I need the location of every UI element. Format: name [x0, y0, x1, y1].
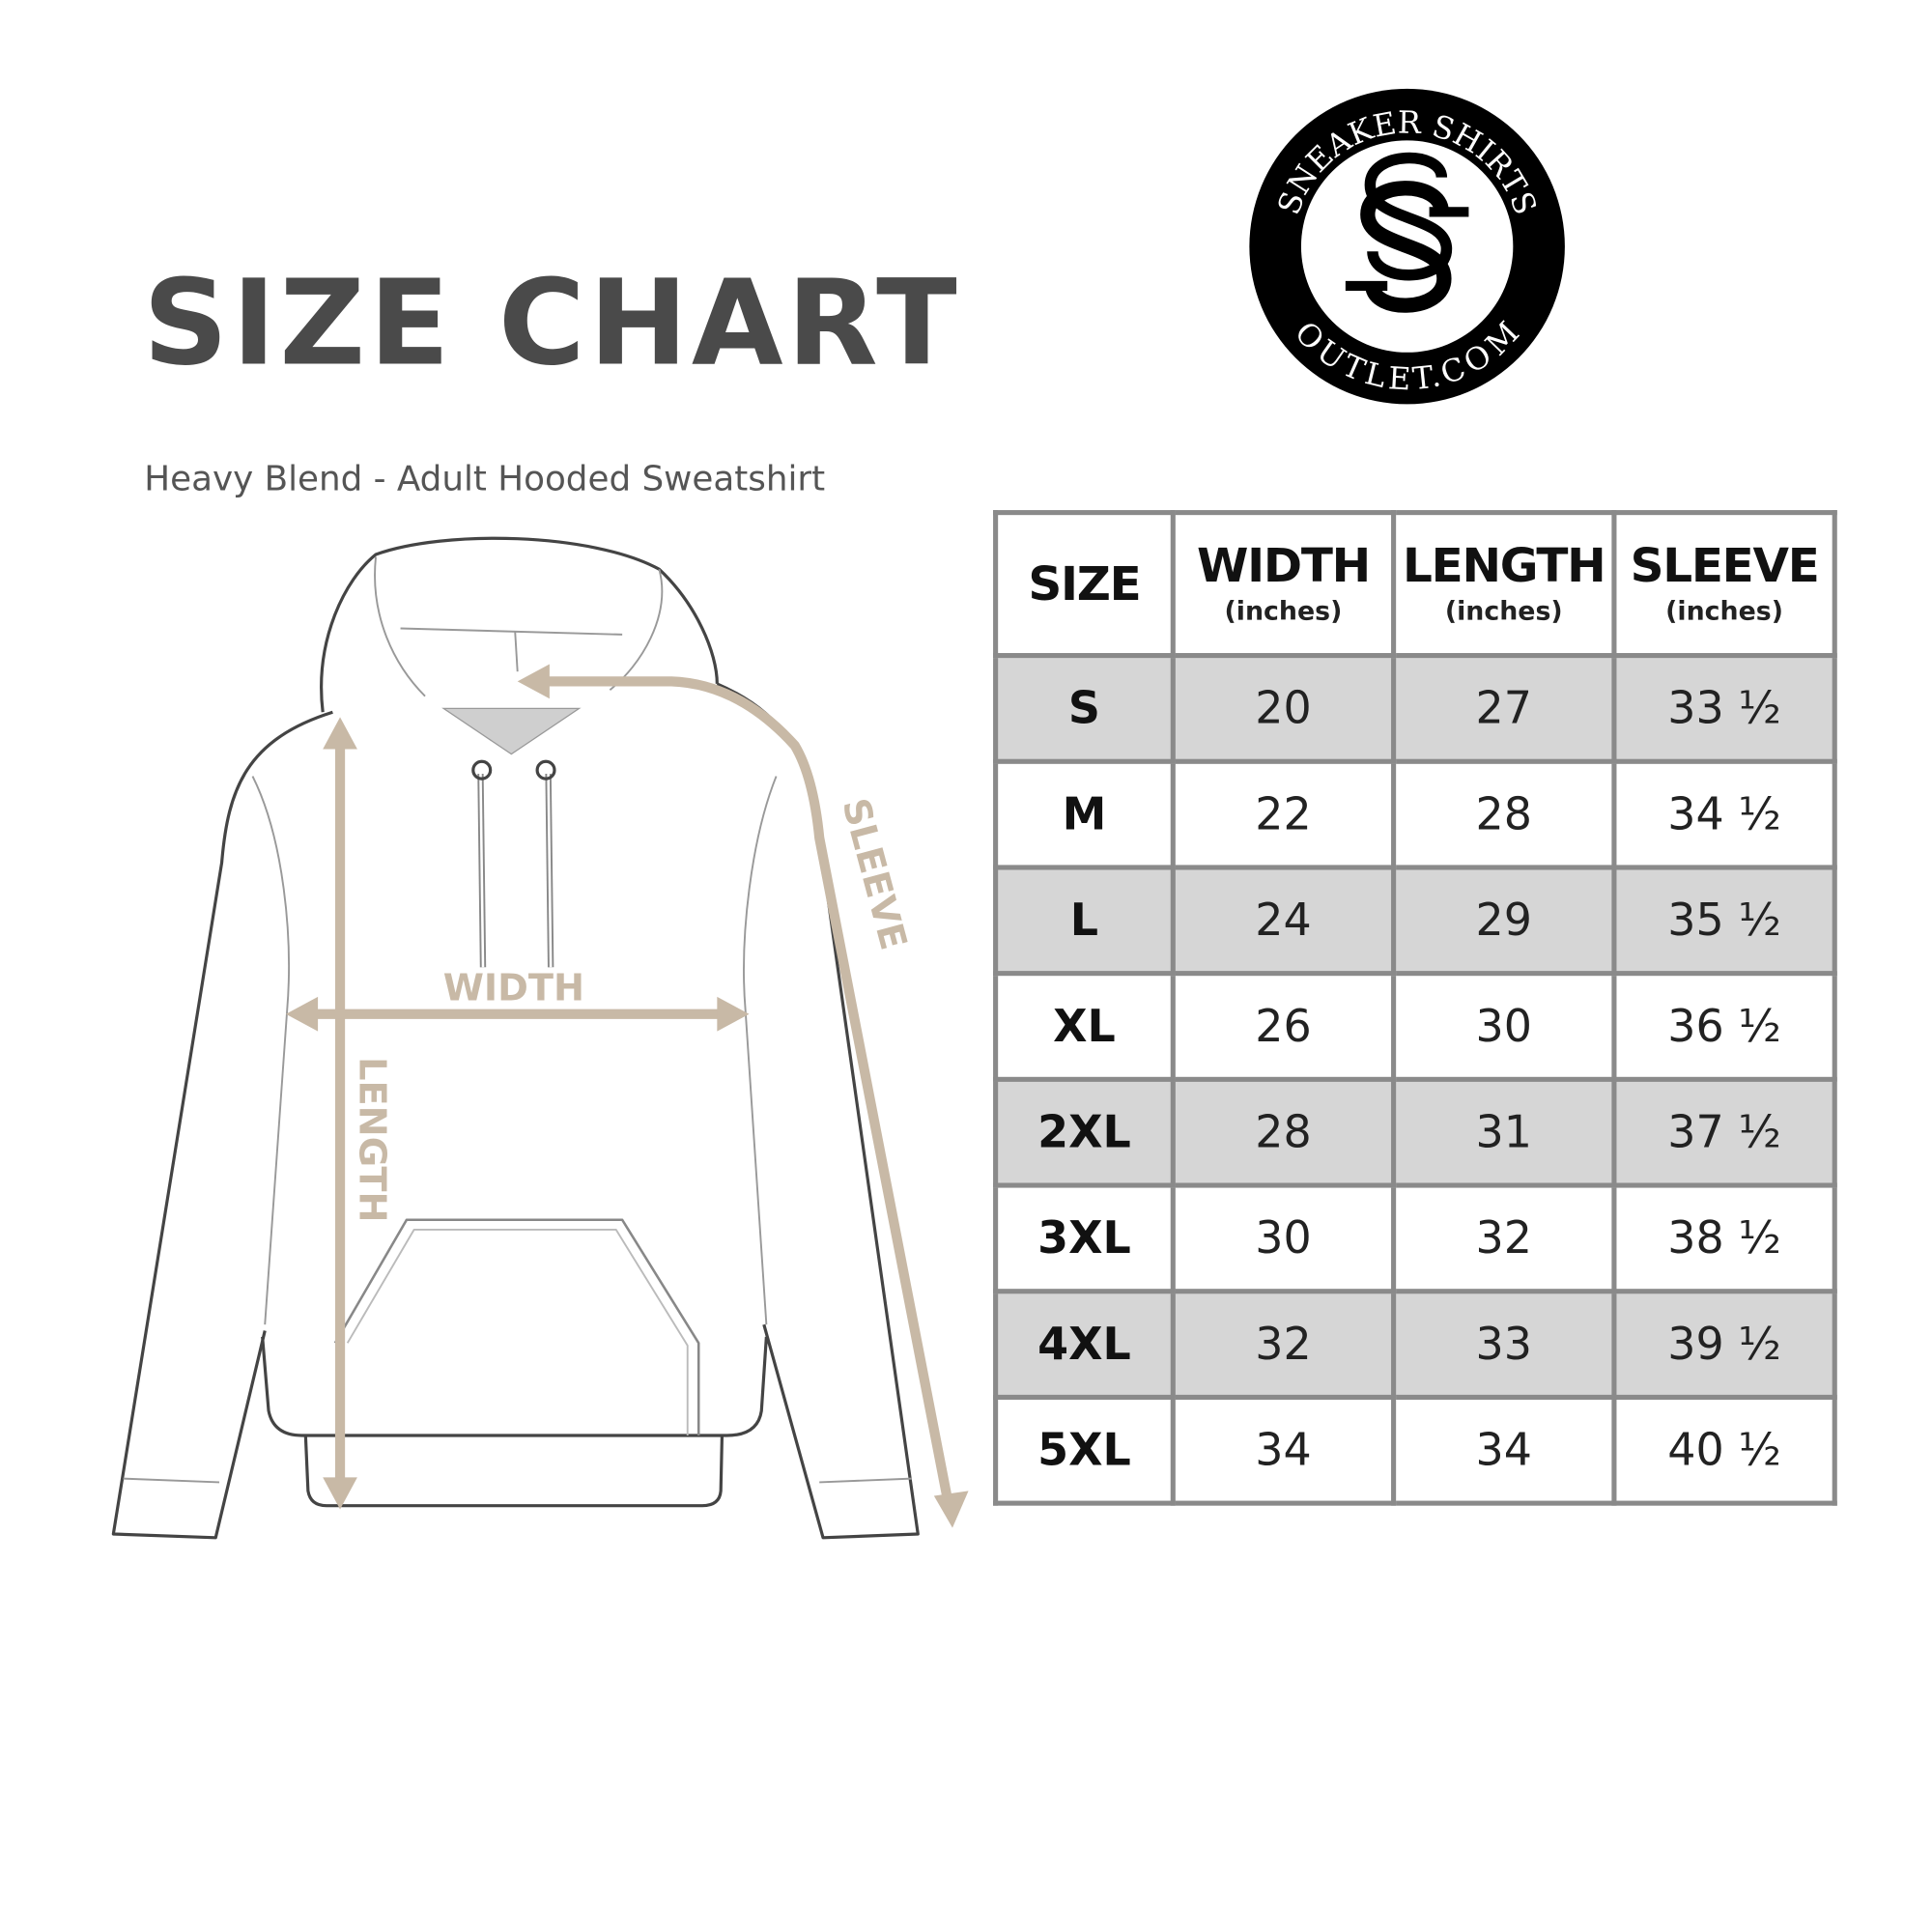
- pocket: [333, 1218, 700, 1435]
- left-sleeve-outline: [111, 710, 333, 1540]
- size-cell: 2XL: [993, 1076, 1176, 1188]
- column-header-width: WIDTH (inches): [1170, 510, 1397, 659]
- width-label: WIDTH: [443, 967, 584, 1010]
- length-cell: 29: [1391, 865, 1617, 977]
- sleeve-cell: 37 ½: [1611, 1076, 1837, 1188]
- width-cell: 32: [1170, 1289, 1397, 1400]
- length-cell: 30: [1391, 971, 1617, 1082]
- table-row: M 22 28 34 ½: [993, 758, 1837, 870]
- hood-outline: [320, 536, 719, 713]
- table-row: 4XL 32 33 39 ½: [993, 1289, 1837, 1400]
- table-row: 2XL 28 31 37 ½: [993, 1076, 1837, 1188]
- waistband: [303, 1435, 724, 1508]
- table-row: 3XL 30 32 38 ½: [993, 1182, 1837, 1294]
- length-cell: 28: [1391, 758, 1617, 870]
- brand-logo: SNEAKER SHIRTS OUTLET.COM: [1249, 88, 1565, 405]
- length-cell: 31: [1391, 1076, 1617, 1188]
- page-title: SIZE CHART: [142, 253, 961, 392]
- column-header-length: LENGTH (inches): [1391, 510, 1617, 659]
- sleeve-cell: 35 ½: [1611, 865, 1837, 977]
- logo-monogram-icon: [1345, 152, 1469, 313]
- size-cell: M: [993, 758, 1176, 870]
- width-cell: 28: [1170, 1076, 1397, 1188]
- column-header-sleeve: SLEEVE (inches): [1611, 510, 1837, 659]
- table-row: 5XL 34 34 40 ½: [993, 1394, 1837, 1506]
- table-row: XL 26 30 36 ½: [993, 971, 1837, 1082]
- table-header-row: SIZE WIDTH (inches) LENGTH (inches) SLEEVE…: [993, 510, 1837, 659]
- width-cell: 26: [1170, 971, 1397, 1082]
- width-cell: 20: [1170, 653, 1397, 764]
- length-cell: 34: [1391, 1394, 1617, 1506]
- width-cell: 34: [1170, 1394, 1397, 1506]
- column-header-size: SIZE: [993, 510, 1176, 659]
- table-row: L 24 29 35 ½: [993, 865, 1837, 977]
- neck-inner: [441, 707, 582, 755]
- size-cell: 5XL: [993, 1394, 1176, 1506]
- width-cell: 22: [1170, 758, 1397, 870]
- table-row: S 20 27 33 ½: [993, 653, 1837, 764]
- length-cell: 32: [1391, 1182, 1617, 1294]
- sleeve-cell: 33 ½: [1611, 653, 1837, 764]
- size-table: SIZE WIDTH (inches) LENGTH (inches) SLEEVE…: [993, 510, 1837, 1506]
- size-cell: 3XL: [993, 1182, 1176, 1294]
- sleeve-cell: 40 ½: [1611, 1394, 1837, 1506]
- sleeve-cell: 34 ½: [1611, 758, 1837, 870]
- sleeve-cell: 36 ½: [1611, 971, 1837, 1082]
- length-cell: 27: [1391, 653, 1617, 764]
- width-cell: 24: [1170, 865, 1397, 977]
- width-cell: 30: [1170, 1182, 1397, 1294]
- product-subtitle: Heavy Blend - Adult Hooded Sweatshirt: [144, 458, 826, 499]
- size-cell: 4XL: [993, 1289, 1176, 1400]
- body-hem: [261, 1336, 768, 1437]
- length-label: LENGTH: [350, 1057, 393, 1222]
- sleeve-cell: 39 ½: [1611, 1289, 1837, 1400]
- sleeve-arrow: [537, 676, 954, 1511]
- size-cell: S: [993, 653, 1176, 764]
- sleeve-label: SLEEVE: [834, 794, 916, 954]
- size-cell: L: [993, 865, 1176, 977]
- size-cell: XL: [993, 971, 1176, 1082]
- sleeve-cell: 38 ½: [1611, 1182, 1837, 1294]
- length-cell: 33: [1391, 1289, 1617, 1400]
